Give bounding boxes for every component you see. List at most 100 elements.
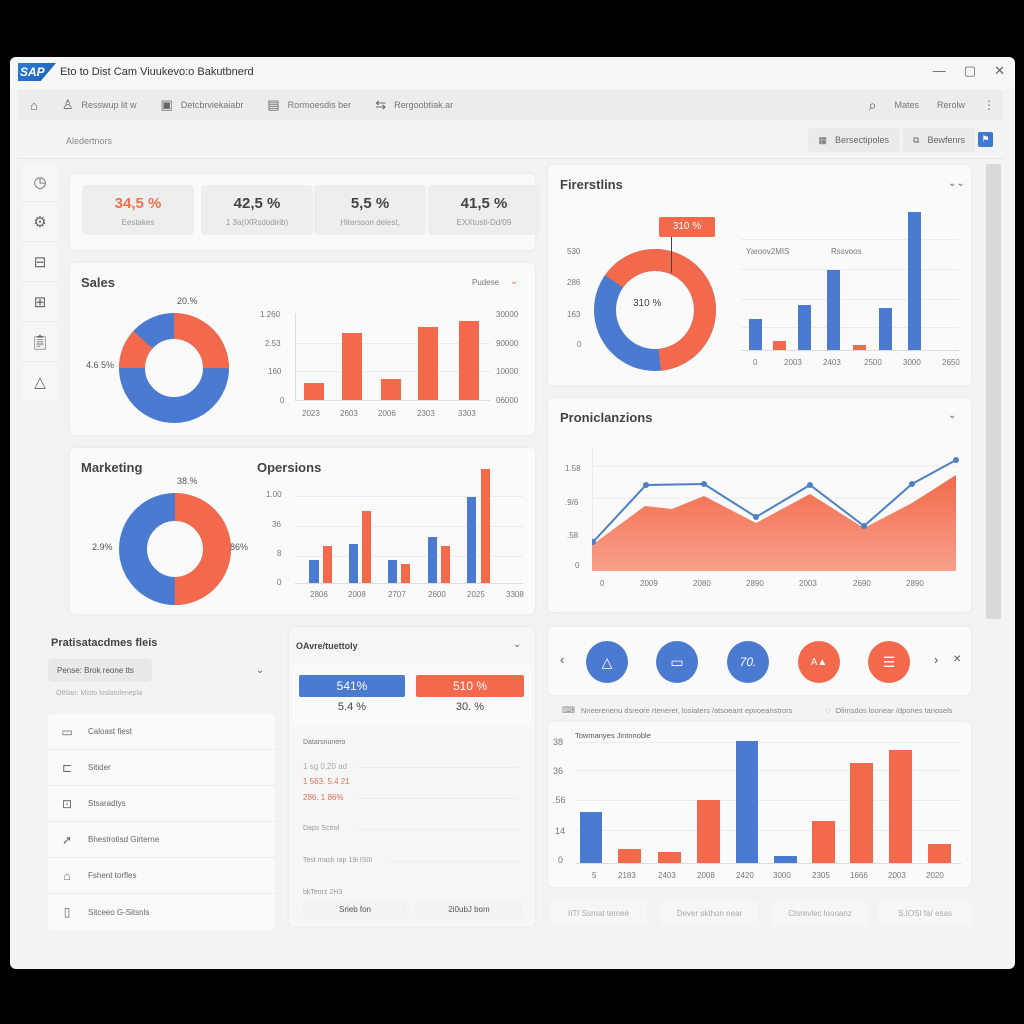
- alert-icon[interactable]: △: [22, 362, 58, 402]
- list-item[interactable]: ⌂ Fshent torfles: [48, 858, 275, 894]
- y-tick: .56: [553, 795, 566, 805]
- footer-button-3[interactable]: Ctsrevlec loooanz: [772, 900, 868, 926]
- maximize-button[interactable]: ▢: [963, 63, 977, 78]
- document-icon[interactable]: ☰: [868, 641, 910, 683]
- y-tick: 0: [577, 340, 582, 349]
- bewfenrs-button[interactable]: ⧉ Bewfenrs: [903, 128, 975, 152]
- y-tick: 8: [277, 549, 282, 558]
- close-button[interactable]: ✕: [994, 63, 1005, 78]
- kpi-tile[interactable]: 5,5 % Hitersson delest,: [314, 185, 426, 235]
- y-tick: 0: [575, 561, 580, 570]
- window-title: Eto to Dist Cam Viuukevo:o Bakutbnerd: [60, 66, 254, 78]
- summary-button-2[interactable]: 2i0ubJ bom: [415, 900, 523, 920]
- x-tick: 3000: [773, 871, 791, 880]
- scroll-left-button[interactable]: ‹: [560, 652, 565, 667]
- toolbar-item-label: Rormoesdis ber: [287, 100, 352, 110]
- summary-tile-value[interactable]: 510 %: [416, 675, 524, 697]
- footer-button-2[interactable]: Dever skthon near: [661, 900, 758, 926]
- kpi-tile[interactable]: 42,5 % 1 3a(IXRsdodirib): [201, 185, 313, 235]
- donut-center-value: 310 %: [633, 298, 662, 309]
- grid-icon[interactable]: ⊞: [22, 282, 58, 322]
- x-tick: 2003: [888, 871, 906, 880]
- card-title: Marketing: [81, 460, 143, 475]
- share-icon: ⇆: [375, 97, 387, 112]
- vertical-scrollbar[interactable]: [986, 164, 1001, 619]
- firerstlins-donut-chart: [594, 249, 716, 371]
- list-item[interactable]: ➚ Bhestrotisd Girterne: [48, 822, 275, 858]
- x-tick: 2403: [823, 358, 841, 367]
- more-menu-icon[interactable]: ⋮: [983, 98, 995, 112]
- kpi-tile[interactable]: 34,5 % Eestakes: [82, 185, 194, 235]
- y-tick: 1.58: [565, 464, 581, 473]
- summary-tile-value[interactable]: 541%: [299, 675, 405, 697]
- search-icon[interactable]: ⌕: [868, 96, 877, 113]
- list-item[interactable]: ▯ Sitceeo G-Sitsnls: [48, 894, 275, 930]
- filter-select[interactable]: Pense: Brok reone tts: [48, 659, 152, 682]
- toolbar-item-2[interactable]: ▣ Detcbrviekaiabr: [161, 97, 244, 113]
- chevron-down-icon[interactable]: ⌄: [510, 276, 519, 287]
- operations-bar-chart: [295, 468, 523, 584]
- marketing-operations-card: Marketing 38.% 2.9% 86% Opersions 1.00 3…: [70, 448, 535, 614]
- scroll-right-button[interactable]: ›: [934, 652, 939, 667]
- y-tick-right: 10000: [496, 367, 519, 376]
- expand-icon[interactable]: ✕: [953, 654, 962, 665]
- card-title: Proniclanzions: [560, 410, 653, 425]
- list-item[interactable]: ⊏ Sitider: [48, 750, 275, 786]
- report-icon: ▤: [267, 97, 280, 112]
- summary-button-1[interactable]: Srieb fon: [303, 900, 407, 920]
- chevron-down-icon[interactable]: ⌄: [948, 410, 957, 421]
- toolbar-item-3[interactable]: ▤ Rormoesdis ber: [267, 97, 351, 113]
- card-title: Sales: [81, 275, 115, 290]
- bell-icon[interactable]: △: [586, 641, 628, 683]
- x-tick: 2890: [746, 579, 764, 588]
- chevron-down-icon[interactable]: ⌄: [256, 665, 265, 676]
- chart-icon[interactable]: A▲: [798, 641, 840, 683]
- breadcrumb[interactable]: Aledertnors: [66, 136, 113, 146]
- calendar-icon: ▭: [61, 724, 73, 739]
- chevron-down-icon[interactable]: ⌄: [513, 639, 522, 650]
- toolbar-home[interactable]: ⌂: [30, 98, 38, 113]
- y-tick: 36: [553, 766, 564, 776]
- period-dropdown[interactable]: Pudese: [472, 278, 500, 287]
- y-tick-right: 90000: [496, 339, 519, 348]
- dashboard-icon: ▣: [160, 97, 173, 112]
- kpi-value: 34,5 %: [114, 195, 162, 212]
- list-item[interactable]: ⊡ Stsaradtys: [48, 786, 275, 822]
- x-tick: 2500: [864, 358, 882, 367]
- monitor-icon[interactable]: ▭: [656, 641, 698, 683]
- summary-tile-sub: 30. %: [455, 701, 485, 713]
- toolbar-link-rerolw[interactable]: Rerolw: [936, 100, 965, 110]
- legend-label: Rssvoos: [831, 247, 862, 256]
- building-icon: ⌂: [63, 868, 71, 883]
- phone-icon: ▯: [63, 905, 71, 919]
- kpi-tile[interactable]: 41,5 % EXXtusti-Dd/09: [428, 185, 540, 235]
- list-item-label: Sitider: [88, 763, 111, 772]
- toolbar-link-mates[interactable]: Mates: [894, 100, 919, 110]
- settings-icon[interactable]: ⚙: [22, 202, 58, 242]
- y-tick: 0: [277, 578, 282, 587]
- list-item[interactable]: ▭ Caloast fiest: [48, 714, 275, 750]
- list-item-label: Caloast fiest: [88, 727, 133, 736]
- section-label: Datarsnunero: [303, 739, 346, 746]
- list: ▭ Caloast fiest ⊏ Sitider ⊡ Stsaradtys ➚ Bhe…: [48, 714, 275, 930]
- y-tick-right: 06000: [496, 396, 519, 405]
- clipboard-icon[interactable]: 📋︎: [22, 322, 58, 362]
- toolbar-item-1[interactable]: ♙ Resswup lit w: [62, 97, 137, 113]
- bersectipoles-button[interactable]: ▦ Bersectipoles: [808, 128, 899, 152]
- clock-icon[interactable]: ◷: [22, 162, 58, 202]
- minimize-button[interactable]: —: [932, 63, 946, 78]
- list-item-label: Sitceeo G-Sitsnls: [88, 907, 150, 917]
- flag-icon[interactable]: ⚑: [978, 132, 993, 147]
- footer-button-1[interactable]: IIT/ Ssmat temee: [550, 900, 647, 926]
- y-tick: 530: [567, 247, 581, 256]
- list-item-label: Stsaradtys: [88, 799, 126, 808]
- user-icon: ♙: [61, 97, 74, 112]
- toolbar-item-4[interactable]: ⇆ Rergoobtiak.ar: [375, 97, 453, 113]
- status-right: ◌ Olimsdos loonear /dpones tanosels: [825, 705, 953, 715]
- text-70-icon[interactable]: 70.: [727, 641, 769, 683]
- inbox-icon[interactable]: ⊟: [22, 242, 58, 282]
- legend-label: Yaroov2MIS: [746, 247, 790, 256]
- chevron-down-icon[interactable]: ⌄⌄: [948, 178, 965, 189]
- y-tick: 160: [268, 367, 282, 376]
- footer-button-4[interactable]: S.IOSI fa/ esas: [878, 900, 972, 926]
